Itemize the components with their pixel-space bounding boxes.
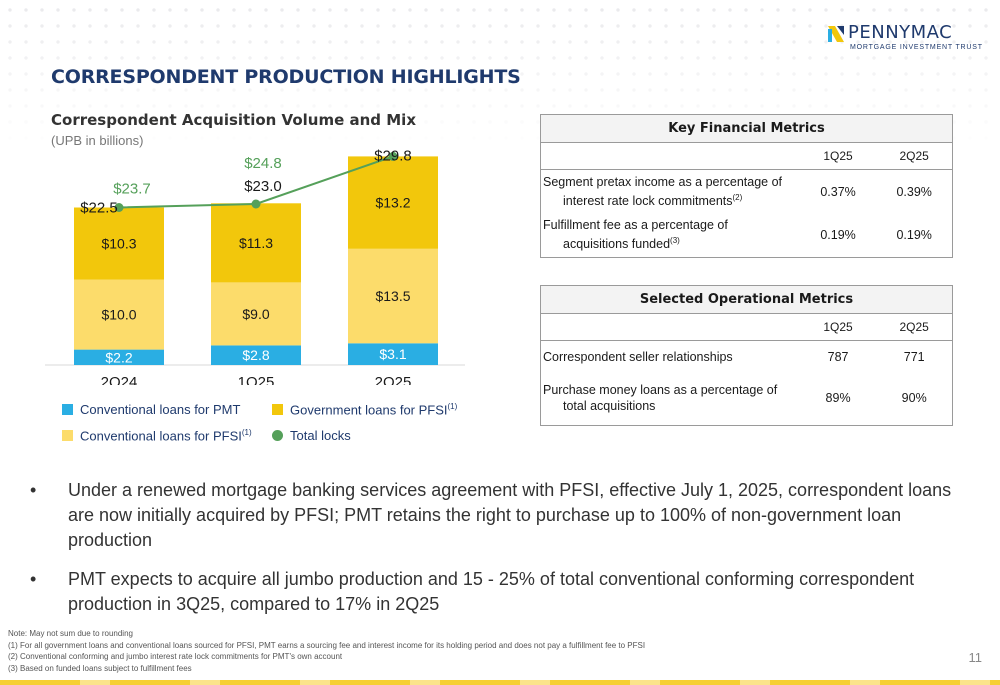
ops-metrics-row: Purchase money loans as a percentage of t… bbox=[541, 373, 952, 423]
legend-swatch-conv-pmt bbox=[62, 404, 73, 415]
key-metric-value-1q25: 0.19% bbox=[820, 228, 856, 242]
legend-label-gov-pfsi: Government loans for PFSI bbox=[290, 402, 448, 418]
bullet-marker: • bbox=[30, 480, 37, 500]
bar-value-label: $10.0 bbox=[101, 307, 136, 323]
bar-conv-pfsi bbox=[74, 279, 164, 350]
legend-locks: Total locks bbox=[272, 428, 351, 443]
locks-point bbox=[114, 203, 124, 212]
highlights-bullets: • Under a renewed mortgage banking servi… bbox=[30, 478, 970, 631]
x-tick-label: 2Q25 bbox=[375, 374, 412, 385]
key-metrics-column-headers: 1Q25 2Q25 bbox=[541, 143, 952, 170]
locks-label: $24.8 bbox=[244, 155, 282, 172]
footnote-line: (2) Conventional conforming and jumbo in… bbox=[8, 652, 343, 661]
logo-brand: PENNYMAC bbox=[848, 22, 953, 43]
bar-value-label: $3.1 bbox=[379, 346, 406, 362]
legend-footnote-conv-pfsi: (1) bbox=[241, 428, 252, 437]
ops-metric-value-2q25: 771 bbox=[903, 350, 925, 364]
bar-value-label: $2.8 bbox=[242, 347, 269, 363]
legend-swatch-gov-pfsi bbox=[272, 404, 283, 416]
ops-metric-label-cont: total acquisitions bbox=[563, 399, 656, 413]
ops-metrics-title: Selected Operational Metrics bbox=[541, 286, 952, 314]
ops-metric-value-2q25: 90% bbox=[901, 391, 927, 405]
chart-subtitle: (UPB in billions) bbox=[51, 133, 144, 148]
pennymac-logo: PENNYMAC MORTGAGE INVESTMENT TRUST bbox=[822, 22, 982, 62]
bar-value-label: $13.5 bbox=[375, 288, 410, 304]
x-tick-label: 1Q25 bbox=[238, 374, 275, 385]
bar-conv-pmt bbox=[348, 343, 438, 365]
total-label: $23.0 bbox=[244, 178, 282, 195]
total-label: $22.5 bbox=[80, 200, 118, 217]
x-tick-label: 2Q24 bbox=[101, 374, 138, 385]
footnotes: Note: May not sum due to rounding (1) Fo… bbox=[8, 628, 645, 674]
legend-label-conv-pfsi: Conventional loans for PFSI bbox=[80, 428, 242, 444]
key-metric-label-cont: acquisitions funded bbox=[563, 237, 671, 252]
key-metrics-col2: 2Q25 bbox=[899, 149, 929, 163]
bar-conv-pfsi bbox=[348, 248, 438, 344]
key-metrics-row: Segment pretax income as a percentage of… bbox=[541, 170, 952, 214]
legend-conv-pmt: Conventional loans for PMT bbox=[62, 402, 240, 417]
key-metric-label: Fulfillment fee as a percentage of bbox=[543, 218, 728, 233]
legend-label-locks: Total locks bbox=[290, 428, 351, 443]
bar-conv-pmt bbox=[211, 345, 301, 365]
key-metric-value-2q25: 0.19% bbox=[896, 228, 932, 242]
acquisition-volume-chart: $2.2 $10.0 $10.3 2Q24 $2.8 $9.0 $11.3 1Q25 $3.1 $… bbox=[45, 140, 465, 385]
bar-value-label: $9.0 bbox=[242, 306, 269, 322]
bar-value-label: $2.2 bbox=[105, 349, 132, 365]
bullet-text: PMT expects to acquire all jumbo product… bbox=[68, 569, 915, 614]
footnote-line: (1) For all government loans and convent… bbox=[8, 640, 646, 650]
footnote-line: (3) Based on funded loans subject to ful… bbox=[8, 663, 192, 673]
legend-dot-locks bbox=[272, 430, 283, 441]
page-title: CORRESPONDENT PRODUCTION HIGHLIGHTS bbox=[51, 66, 521, 88]
bar-gov-pfsi bbox=[211, 203, 301, 283]
footer-bar bbox=[0, 680, 1000, 685]
key-metrics-col1: 1Q25 bbox=[823, 149, 853, 163]
ops-metrics-row: Correspondent seller relationships 787 7… bbox=[541, 341, 952, 373]
ops-metrics-col2: 2Q25 bbox=[899, 320, 929, 334]
bullet-marker: • bbox=[30, 569, 37, 589]
bar-gov-pfsi bbox=[348, 156, 438, 249]
locks-label: $32.2 bbox=[374, 140, 412, 142]
page-number: 11 bbox=[968, 650, 983, 665]
bar-value-label: $13.2 bbox=[375, 195, 410, 211]
key-metric-value-1q25: 0.37% bbox=[820, 185, 856, 199]
legend-conv-pfsi: Conventional loans for PFSI(1) bbox=[62, 428, 252, 443]
key-financial-metrics-table: Key Financial Metrics 1Q25 2Q25 Segment … bbox=[540, 114, 953, 258]
key-metric-label: Segment pretax income as a percentage of bbox=[543, 175, 783, 190]
bar-value-label: $10.3 bbox=[101, 236, 136, 252]
key-metric-footnote: (2) bbox=[732, 193, 743, 203]
legend-swatch-conv-pfsi bbox=[62, 430, 73, 442]
logo-mark-icon bbox=[828, 26, 844, 42]
locks-point bbox=[388, 151, 398, 161]
ops-metric-value-1q25: 89% bbox=[825, 391, 851, 405]
ops-metric-label: Purchase money loans as a percentage of bbox=[543, 383, 778, 397]
bullet-text: Under a renewed mortgage banking service… bbox=[68, 480, 952, 550]
ops-metric-value-1q25: 787 bbox=[827, 350, 849, 364]
logo-tagline: MORTGAGE INVESTMENT TRUST bbox=[850, 44, 983, 51]
bar-gov-pfsi bbox=[74, 207, 164, 280]
locks-point bbox=[251, 199, 261, 209]
bar-conv-pfsi bbox=[211, 282, 301, 346]
ops-metrics-column-headers: 1Q25 2Q25 bbox=[541, 314, 952, 341]
key-metrics-title: Key Financial Metrics bbox=[541, 115, 952, 143]
total-label: $29.8 bbox=[374, 147, 412, 164]
footnote-line: Note: May not sum due to rounding bbox=[8, 629, 133, 638]
legend-footnote-gov-pfsi: (1) bbox=[447, 402, 458, 411]
key-metric-footnote: (3) bbox=[670, 236, 680, 246]
selected-operational-metrics-table: Selected Operational Metrics 1Q25 2Q25 C… bbox=[540, 285, 953, 426]
bar-value-label: $11.3 bbox=[239, 235, 273, 251]
key-metric-label-cont: interest rate lock commitments bbox=[563, 194, 733, 209]
legend-label-conv-pmt: Conventional loans for PMT bbox=[80, 402, 241, 417]
locks-label: $23.7 bbox=[113, 181, 151, 198]
legend-gov-pfsi: Government loans for PFSI(1) bbox=[272, 402, 457, 417]
bar-conv-pmt bbox=[74, 349, 164, 365]
bullet-item: • PMT expects to acquire all jumbo produ… bbox=[30, 567, 970, 617]
ops-metrics-col1: 1Q25 bbox=[823, 320, 853, 334]
key-metric-value-2q25: 0.39% bbox=[896, 185, 932, 199]
bullet-item: • Under a renewed mortgage banking servi… bbox=[30, 478, 970, 553]
chart-title: Correspondent Acquisition Volume and Mix bbox=[51, 111, 417, 129]
ops-metric-label: Correspondent seller relationships bbox=[543, 350, 733, 364]
key-metrics-row: Fulfillment fee as a percentage of acquis… bbox=[541, 214, 952, 256]
